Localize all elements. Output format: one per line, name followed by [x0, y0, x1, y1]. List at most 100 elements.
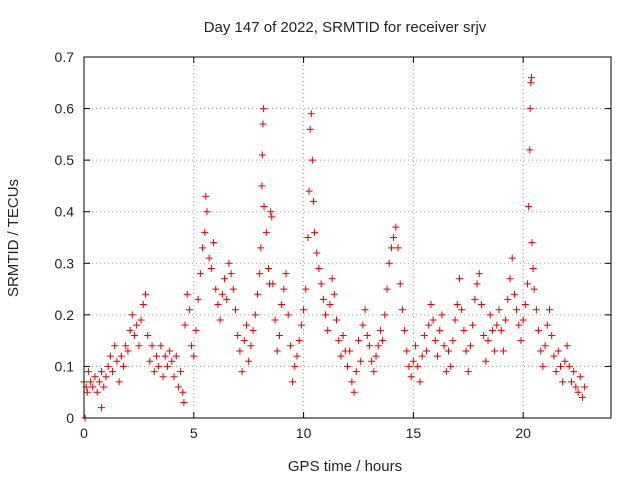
y-tick-label: 0 — [66, 410, 74, 426]
data-point — [124, 347, 132, 355]
data-point — [207, 264, 215, 272]
data-point — [528, 239, 536, 247]
x-tick-label: 20 — [515, 425, 531, 441]
data-point — [574, 388, 582, 396]
data-point — [565, 362, 573, 370]
data-point — [291, 362, 299, 370]
data-point — [330, 290, 338, 298]
data-point — [236, 347, 244, 355]
data-point — [429, 316, 437, 324]
data-point — [190, 352, 198, 360]
data-point — [376, 326, 384, 334]
data-point — [192, 326, 200, 334]
data-point — [453, 301, 461, 309]
data-point — [315, 264, 323, 272]
data-point — [307, 110, 315, 118]
data-point — [495, 306, 503, 314]
data-point — [135, 342, 143, 350]
data-point — [120, 362, 128, 370]
data-point — [161, 352, 169, 360]
data-point — [442, 368, 450, 376]
data-point — [405, 362, 413, 370]
data-point — [504, 295, 512, 303]
data-point — [491, 347, 499, 355]
data-point — [460, 326, 468, 334]
data-point — [273, 347, 281, 355]
data-point — [95, 378, 103, 386]
data-point — [102, 373, 110, 381]
data-point — [269, 280, 277, 288]
y-tick-label: 0.2 — [55, 307, 75, 323]
data-point — [396, 280, 404, 288]
data-point — [302, 285, 310, 293]
data-point — [532, 306, 540, 314]
data-point — [414, 362, 422, 370]
data-point — [83, 388, 91, 396]
data-point — [379, 337, 387, 345]
data-point — [561, 357, 569, 365]
data-point — [258, 151, 266, 159]
data-point — [293, 352, 301, 360]
data-point — [344, 362, 351, 370]
data-point — [409, 357, 417, 365]
data-point — [537, 347, 545, 355]
data-point — [240, 337, 248, 345]
data-point — [524, 280, 532, 288]
data-point — [359, 321, 367, 329]
data-point — [188, 342, 196, 350]
data-point — [493, 321, 501, 329]
tick-labels: 0 5 10 15 20 0 0.1 0.2 0.3 0.4 0.5 0.6 0.7 — [55, 49, 532, 441]
data-point — [508, 254, 516, 262]
data-point — [84, 368, 92, 376]
data-point — [337, 352, 345, 360]
data-point — [392, 223, 400, 231]
data-point — [264, 264, 272, 272]
data-point — [484, 337, 492, 345]
data-point — [510, 290, 518, 298]
data-point — [324, 326, 332, 334]
data-point — [319, 295, 327, 303]
data-point — [515, 321, 523, 329]
data-point — [259, 120, 267, 128]
data-point — [370, 368, 378, 376]
data-point — [458, 306, 466, 314]
data-point — [227, 270, 235, 278]
data-point — [431, 337, 439, 345]
data-point — [394, 244, 402, 252]
data-point — [403, 347, 411, 355]
data-point — [221, 275, 229, 283]
data-point — [576, 373, 584, 381]
data-point — [436, 326, 444, 334]
data-point — [218, 290, 226, 298]
data-point — [333, 316, 341, 324]
data-point — [117, 352, 125, 360]
y-tick-label: 0.7 — [55, 49, 75, 65]
data-point — [212, 285, 220, 293]
data-point — [199, 244, 207, 252]
data-point — [407, 373, 415, 381]
data-point — [381, 311, 389, 319]
plot-frame — [83, 56, 612, 419]
data-point — [438, 311, 446, 319]
data-point — [109, 368, 117, 376]
data-point — [309, 197, 317, 205]
data-point — [115, 378, 123, 386]
data-point — [554, 347, 562, 355]
data-point — [488, 326, 496, 334]
data-point — [251, 311, 259, 319]
data-point — [170, 373, 178, 381]
data-point — [387, 244, 395, 252]
data-point — [526, 146, 534, 154]
data-point — [280, 285, 288, 293]
data-point — [177, 368, 185, 376]
data-point — [174, 383, 182, 391]
x-tick-label: 10 — [296, 425, 312, 441]
data-point — [144, 331, 152, 339]
data-point — [295, 337, 303, 345]
data-point — [278, 301, 286, 309]
data-point — [497, 326, 505, 334]
data-point — [471, 295, 479, 303]
data-point — [196, 270, 204, 278]
data-point — [539, 362, 547, 370]
